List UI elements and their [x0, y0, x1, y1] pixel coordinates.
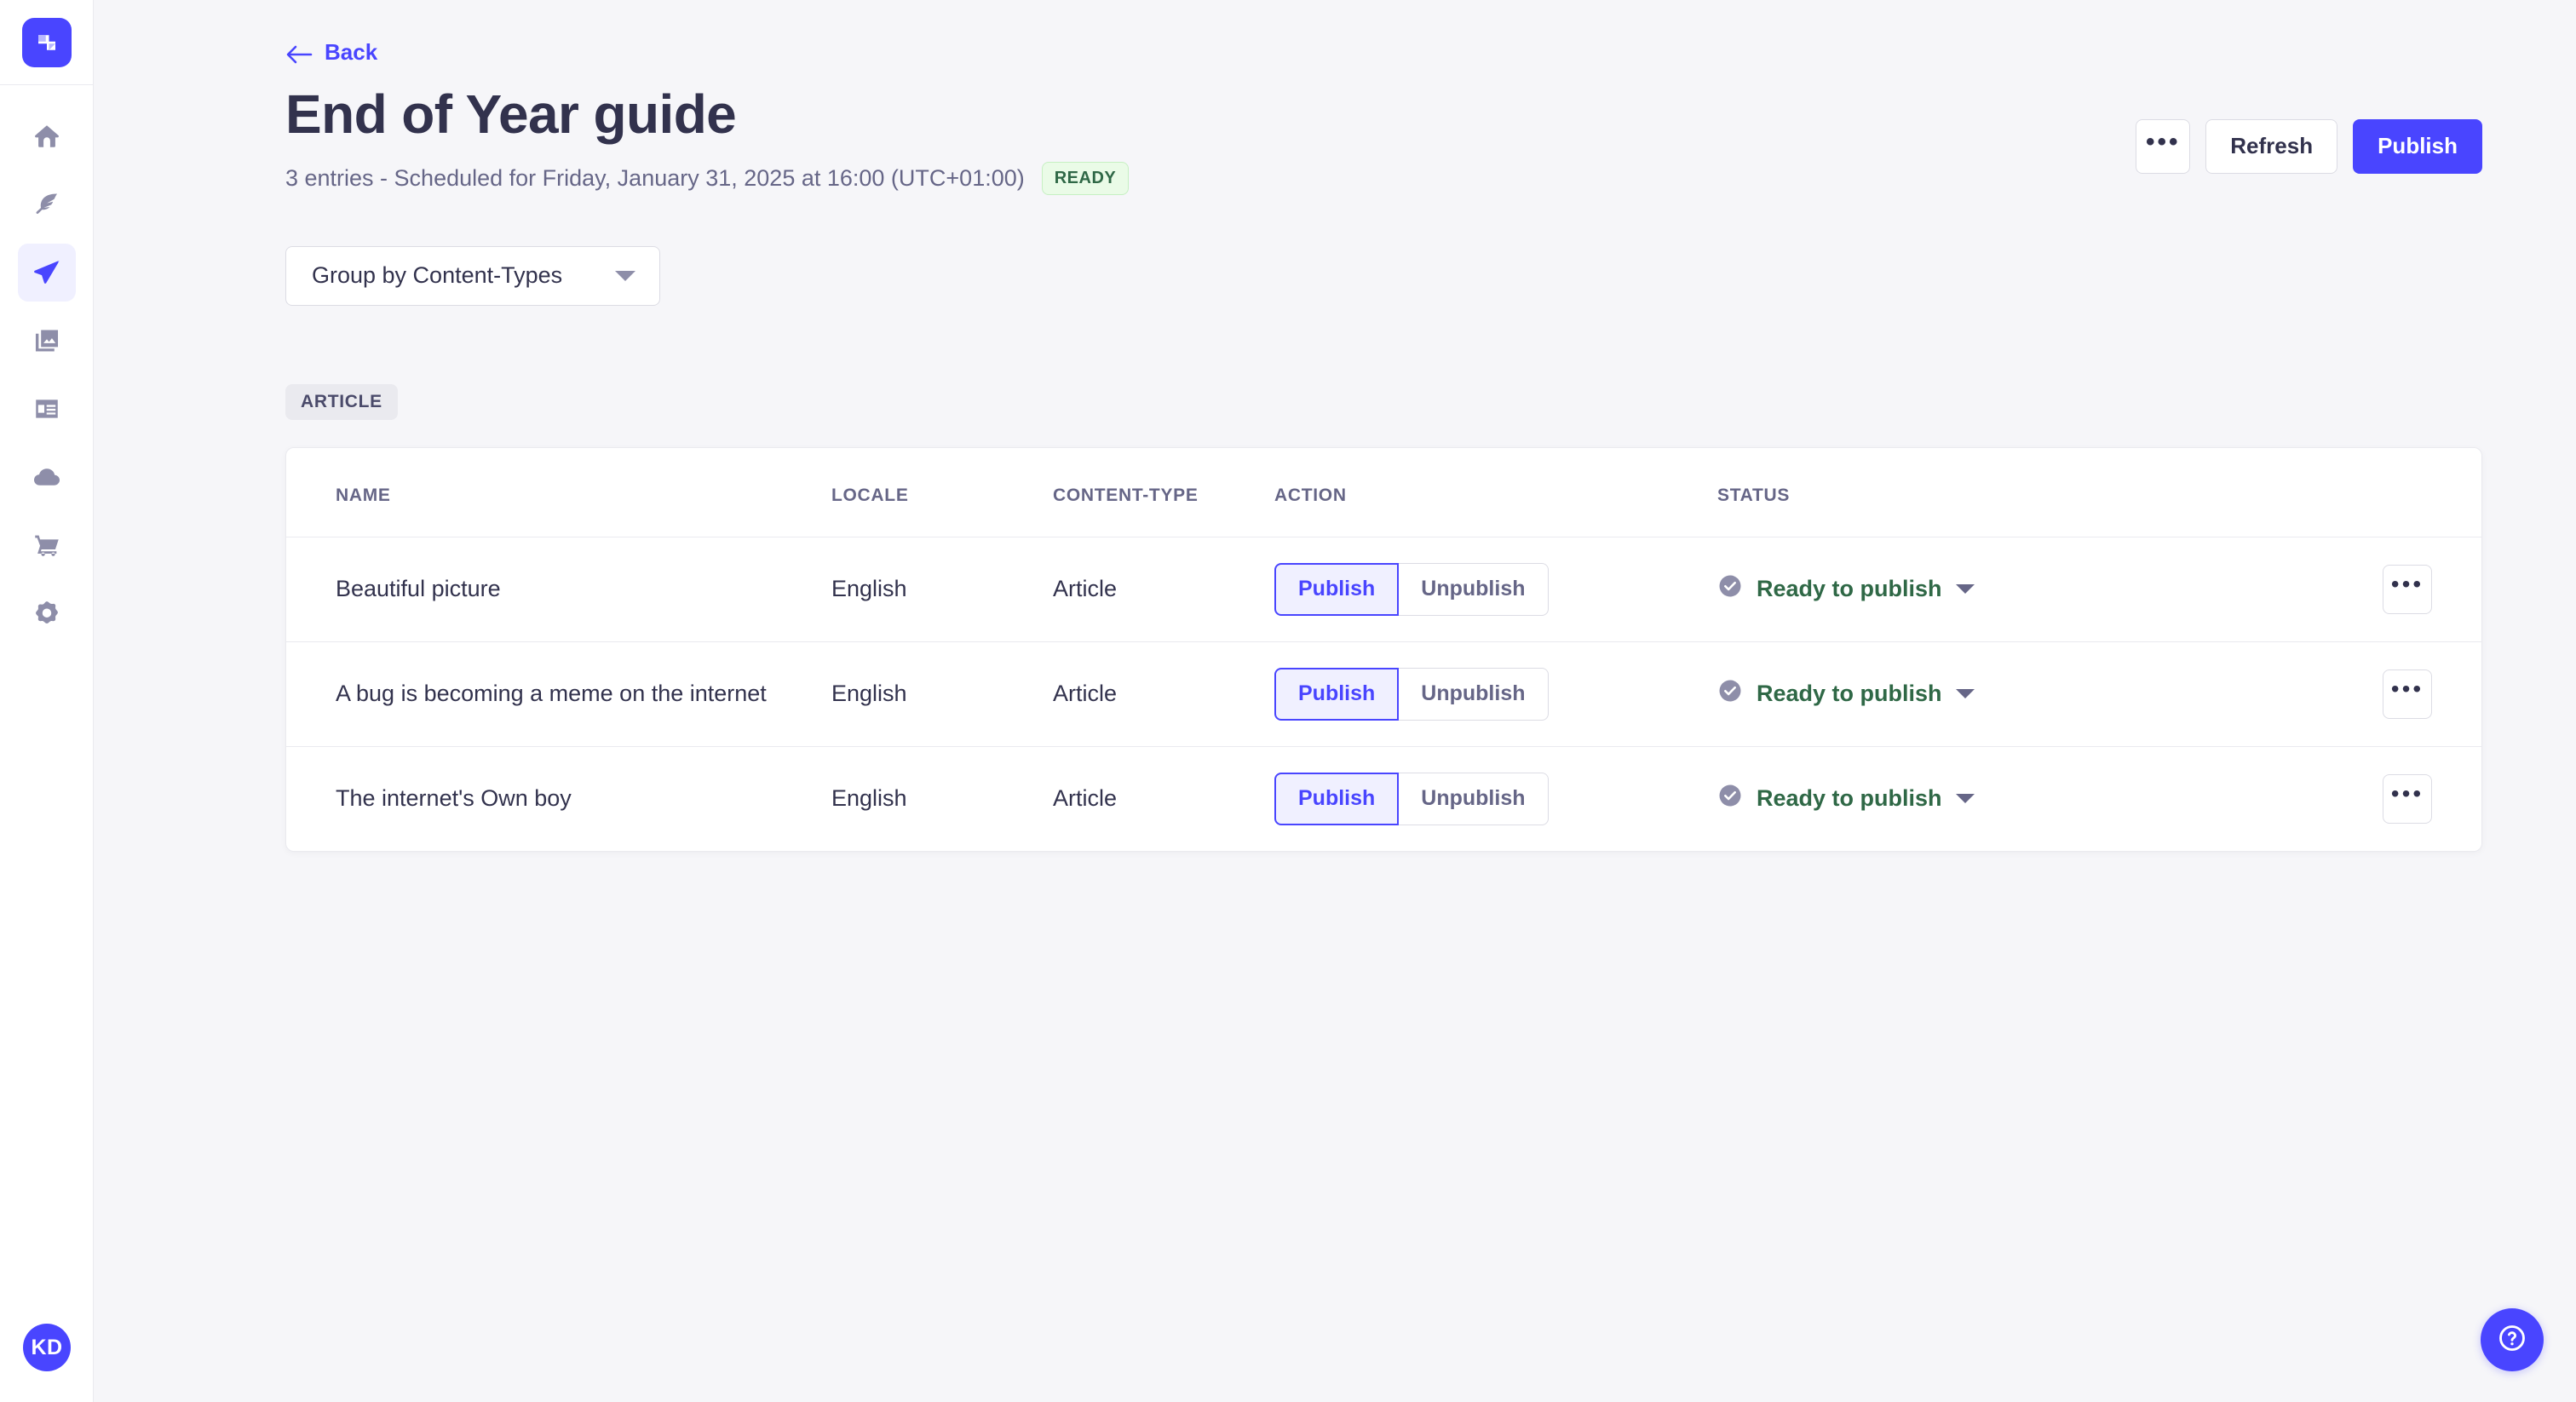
- check-circle-icon: [1717, 678, 1743, 710]
- cell-content-type: Article: [1053, 576, 1118, 601]
- page-subtitle: 3 entries - Scheduled for Friday, Januar…: [285, 164, 1025, 191]
- chevron-down-icon: [1955, 794, 1975, 803]
- group-by-select[interactable]: Group by Content-Types: [285, 245, 660, 306]
- more-options-button[interactable]: •••: [2136, 118, 2191, 174]
- chevron-down-icon: [615, 270, 635, 281]
- title-row: End of Year guide 3 entries - Scheduled …: [285, 87, 2482, 195]
- table-header-row: NAME LOCALE CONTENT-TYPE ACTION STATUS: [286, 448, 2481, 537]
- question-mark-circle-icon: [2497, 1323, 2527, 1358]
- sidebar-item-marketplace[interactable]: [18, 516, 76, 574]
- chevron-down-icon: [1955, 689, 1975, 698]
- table-head: NAME LOCALE CONTENT-TYPE ACTION STATUS: [286, 448, 2481, 537]
- cell-action: Publish Unpublish: [1274, 537, 1717, 641]
- publish-toggle-group: Publish Unpublish: [1274, 772, 1549, 825]
- sidebar-item-content-manager[interactable]: [18, 175, 76, 233]
- title-block: End of Year guide 3 entries - Scheduled …: [285, 83, 1130, 195]
- sidebar-item-cloud[interactable]: [18, 448, 76, 506]
- cell-status: Ready to publish: [1717, 746, 2194, 851]
- releases-table-card: NAME LOCALE CONTENT-TYPE ACTION STATUS B…: [285, 446, 2482, 852]
- row-publish-button[interactable]: Publish: [1274, 562, 1400, 616]
- row-status-label: Ready to publish: [1757, 576, 1942, 601]
- row-status-label: Ready to publish: [1757, 681, 1942, 706]
- cell-name: A bug is becoming a meme on the internet: [336, 681, 767, 706]
- table-row: A bug is becoming a meme on the internet…: [286, 641, 2481, 746]
- column-header-locale: LOCALE: [831, 485, 909, 505]
- publish-toggle-group: Publish Unpublish: [1274, 562, 1549, 616]
- releases-table: NAME LOCALE CONTENT-TYPE ACTION STATUS B…: [286, 448, 2481, 851]
- sidebar-item-settings[interactable]: [18, 584, 76, 642]
- sidebar-item-home[interactable]: [18, 107, 76, 165]
- main-area: Back End of Year guide 3 entries - Sched…: [94, 0, 2576, 1402]
- sidebar: KD: [0, 0, 94, 1402]
- publish-toggle-group: Publish Unpublish: [1274, 667, 1549, 721]
- cell-locale: English: [831, 681, 907, 706]
- cell-locale: English: [831, 576, 907, 601]
- column-header-status: STATUS: [1717, 485, 1791, 505]
- row-unpublish-button[interactable]: Unpublish: [1399, 562, 1549, 616]
- cell-row-menu: •••: [2194, 537, 2481, 641]
- row-publish-button[interactable]: Publish: [1274, 667, 1400, 721]
- column-header-actions-menu: [2194, 448, 2481, 537]
- arrow-left-icon: [285, 43, 313, 63]
- back-link-label: Back: [325, 39, 378, 65]
- row-unpublish-button[interactable]: Unpublish: [1399, 772, 1549, 825]
- publish-button[interactable]: Publish: [2353, 118, 2482, 174]
- cell-row-menu: •••: [2194, 746, 2481, 851]
- group-by-select-value: Group by Content-Types: [312, 262, 563, 288]
- row-more-button[interactable]: •••: [2383, 773, 2432, 824]
- cell-name: Beautiful picture: [336, 576, 501, 601]
- status-badge: READY: [1041, 161, 1130, 195]
- row-more-button[interactable]: •••: [2383, 669, 2432, 719]
- cell-action: Publish Unpublish: [1274, 746, 1717, 851]
- column-header-name: NAME: [336, 485, 391, 505]
- help-button[interactable]: [2481, 1308, 2544, 1371]
- content-type-chip: ARTICLE: [285, 383, 398, 420]
- row-more-button[interactable]: •••: [2383, 564, 2432, 614]
- sidebar-item-releases[interactable]: [17, 244, 76, 302]
- row-status-select[interactable]: Ready to publish: [1717, 573, 1975, 605]
- check-circle-icon: [1717, 783, 1743, 814]
- table-row: The internet's Own boy English Article P…: [286, 746, 2481, 851]
- strapi-logo-icon[interactable]: [21, 17, 72, 67]
- page-content: Back End of Year guide 3 entries - Sched…: [94, 0, 2576, 852]
- table-row: Beautiful picture English Article Publis…: [286, 537, 2481, 641]
- cell-action: Publish Unpublish: [1274, 641, 1717, 746]
- sidebar-nav: [0, 107, 93, 642]
- header-actions: ••• Refresh Publish: [2136, 118, 2482, 174]
- logo-container: [0, 0, 93, 85]
- cell-status: Ready to publish: [1717, 537, 2194, 641]
- column-header-action: ACTION: [1274, 485, 1347, 505]
- cell-content-type: Article: [1053, 785, 1118, 811]
- check-circle-icon: [1717, 573, 1743, 605]
- back-link[interactable]: Back: [285, 39, 377, 66]
- refresh-button[interactable]: Refresh: [2205, 118, 2338, 174]
- chevron-down-icon: [1955, 584, 1975, 594]
- cell-status: Ready to publish: [1717, 641, 2194, 746]
- cell-row-menu: •••: [2194, 641, 2481, 746]
- avatar[interactable]: KD: [23, 1324, 71, 1371]
- table-body: Beautiful picture English Article Publis…: [286, 537, 2481, 851]
- cell-name: The internet's Own boy: [336, 785, 572, 811]
- sidebar-item-content-type-builder[interactable]: [18, 380, 76, 438]
- row-status-select[interactable]: Ready to publish: [1717, 678, 1975, 710]
- column-header-content-type: CONTENT-TYPE: [1053, 485, 1199, 505]
- row-unpublish-button[interactable]: Unpublish: [1399, 667, 1549, 721]
- row-status-select[interactable]: Ready to publish: [1717, 783, 1975, 814]
- row-publish-button[interactable]: Publish: [1274, 772, 1400, 825]
- cell-locale: English: [831, 785, 907, 811]
- sidebar-item-media-library[interactable]: [18, 312, 76, 370]
- page-title: End of Year guide: [285, 83, 737, 145]
- subtitle-row: 3 entries - Scheduled for Friday, Januar…: [285, 161, 1130, 195]
- cell-content-type: Article: [1053, 681, 1118, 706]
- row-status-label: Ready to publish: [1757, 785, 1942, 811]
